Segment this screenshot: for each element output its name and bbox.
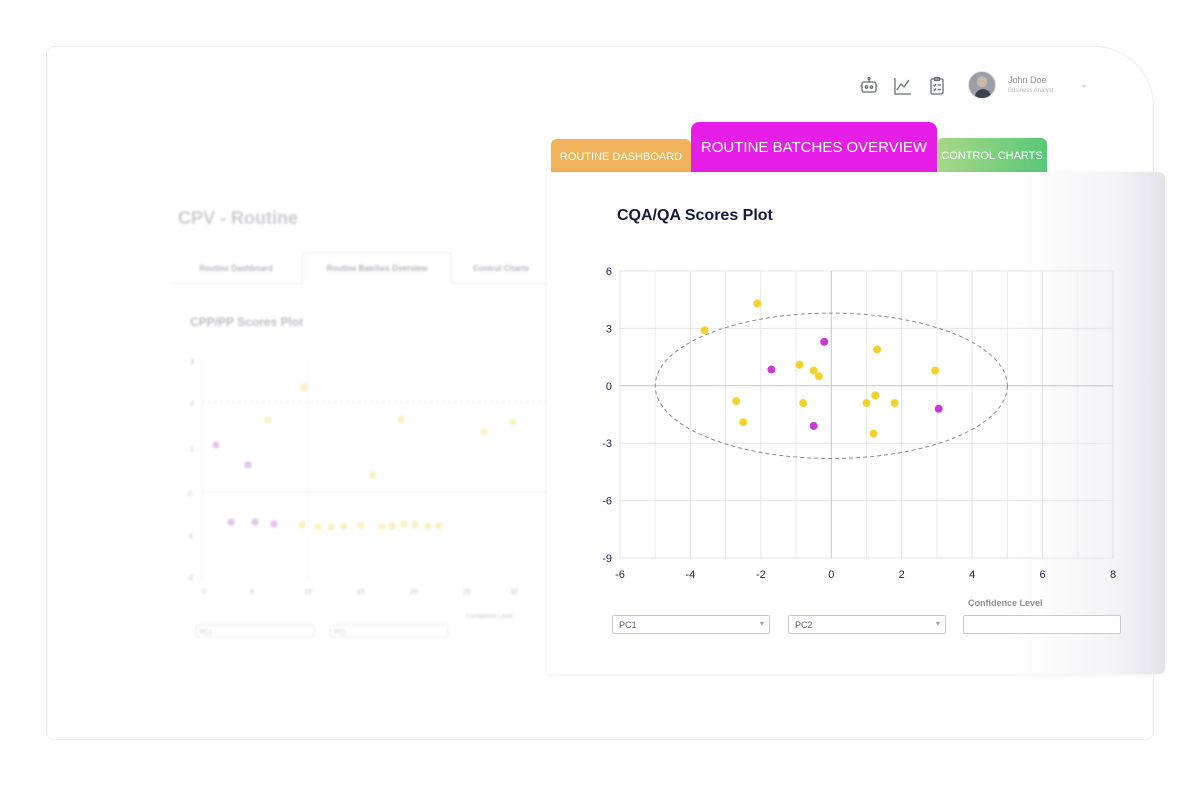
data-point <box>934 404 943 413</box>
y-tick-label: -6 <box>602 496 612 508</box>
data-point <box>739 418 748 427</box>
x-tick-label: 8 <box>1110 569 1116 581</box>
pc1-select-value: PC1 <box>619 619 637 630</box>
y-tick-label: 3 <box>606 323 612 335</box>
bg-subtitle: CPP/PP Scores Plot <box>190 315 304 329</box>
data-point <box>931 366 940 375</box>
bg-x-tick: 15 <box>357 589 365 596</box>
data-point <box>809 421 818 430</box>
bg-confidence-label: Confidence Level <box>466 614 512 620</box>
data-point <box>809 366 818 375</box>
y-tick-label: -3 <box>602 438 612 450</box>
bg-page-title: CPV - Routine <box>178 208 298 228</box>
bg-x-tick: 5 <box>250 589 254 596</box>
data-point <box>869 429 878 438</box>
confidence-ellipse-shape <box>654 312 1008 460</box>
x-tick-label: 0 <box>828 569 834 581</box>
tab-routine-dashboard[interactable]: ROUTINE DASHBOARD <box>551 139 691 175</box>
bg-tab-batches: Routine Batches Overview <box>302 252 452 284</box>
bg-select-pc2: PC2 <box>334 630 346 636</box>
x-tick-label: -2 <box>756 569 766 581</box>
data-point <box>890 399 899 408</box>
bg-y-tick: -2 <box>187 575 193 582</box>
data-point <box>767 365 776 374</box>
data-point <box>753 299 762 308</box>
robot-icon[interactable] <box>858 75 880 97</box>
confidence-level-input[interactable] <box>963 615 1121 634</box>
bg-tab-dashboard: Routine Dashboard <box>199 263 273 273</box>
scores-plot-card <box>547 172 1165 674</box>
bg-tabs: Routine Dashboard Routine Batches Overvi… <box>172 252 555 284</box>
user-role: Business Analyst <box>1008 88 1054 94</box>
chart-title: CQA/QA Scores Plot <box>617 207 773 224</box>
data-point <box>820 337 829 346</box>
tab-routine-batches-overview[interactable]: ROUTINE BATCHES OVERVIEW <box>691 122 937 172</box>
chevron-down-icon: ▾ <box>935 619 940 628</box>
data-point <box>814 372 823 381</box>
data-point <box>799 399 808 408</box>
data-point <box>732 397 741 406</box>
pc2-select[interactable]: PC2 ▾ <box>788 615 946 634</box>
x-tick-label: 4 <box>969 569 975 581</box>
chart-grid <box>619 270 1114 559</box>
user-name: John Doe <box>1008 75 1047 85</box>
confidence-ellipse <box>654 312 1008 460</box>
pc2-select-value: PC2 <box>795 619 813 630</box>
header-icons <box>858 75 948 97</box>
confidence-level-label: Confidence Level <box>968 598 1043 608</box>
pc1-select[interactable]: PC1 ▾ <box>612 615 770 634</box>
bg-scores-chart: 3 2 1 0 -1 -2 0 5 10 15 20 25 30 <box>187 359 555 638</box>
data-point <box>862 399 871 408</box>
bg-select-pc1: PC1 <box>200 630 212 636</box>
bg-x-tick: 0 <box>202 589 206 596</box>
chart-points <box>700 299 943 438</box>
chevron-down-icon[interactable]: ⌄ <box>1080 79 1088 89</box>
avatar[interactable] <box>968 71 996 99</box>
data-point <box>873 345 882 354</box>
y-tick-label: 6 <box>606 266 612 278</box>
background-panel: CPV - Routine Routine Dashboard Routine … <box>170 200 555 650</box>
x-tick-label: 2 <box>899 569 905 581</box>
y-tick-label: -9 <box>602 553 612 565</box>
y-tick-label: 0 <box>606 381 612 393</box>
bg-y-tick: 1 <box>190 446 194 453</box>
bg-x-tick: 20 <box>410 589 418 596</box>
x-tick-label: 6 <box>1040 569 1046 581</box>
data-point <box>795 360 804 369</box>
x-tick-label: -4 <box>686 569 696 581</box>
data-point <box>700 326 709 335</box>
data-point <box>871 391 880 400</box>
bg-y-tick: 2 <box>190 401 194 408</box>
bg-x-tick: 30 <box>510 589 518 596</box>
bg-tab-control: Control Charts <box>473 263 529 273</box>
bg-y-tick: 3 <box>190 359 194 366</box>
bg-y-tick: 0 <box>188 491 192 498</box>
chevron-down-icon: ▾ <box>759 619 764 628</box>
bg-x-tick: 10 <box>304 589 312 596</box>
chart-axes <box>620 271 1113 558</box>
tab-control-charts[interactable]: CONTROL CHARTS <box>937 138 1047 174</box>
x-tick-label: -6 <box>615 569 625 581</box>
line-chart-icon[interactable] <box>892 75 914 97</box>
bg-y-tick: -1 <box>187 533 193 540</box>
clipboard-checklist-icon[interactable] <box>926 75 948 97</box>
bg-x-tick: 25 <box>463 589 471 596</box>
